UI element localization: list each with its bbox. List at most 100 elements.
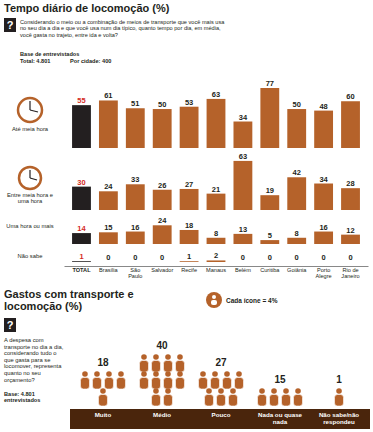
bar [99, 100, 118, 148]
person-body [116, 378, 125, 390]
person-icon [211, 371, 220, 389]
x-tick: PortoAlegre [316, 267, 332, 279]
person-body [175, 361, 184, 373]
x-tick-label: Rio deJaneiro [341, 267, 359, 279]
data-label: 21 [212, 185, 220, 194]
data-label: 63 [239, 152, 247, 161]
person-icon [151, 388, 160, 406]
data-label: 0 [241, 253, 245, 262]
x-tick-label: SãoPaulo [128, 267, 142, 279]
icons [80, 354, 343, 406]
title: Tempo diário de locomoção (%) [4, 2, 170, 14]
data-label: 34 [319, 175, 328, 184]
bar [72, 105, 91, 148]
bar [207, 99, 226, 148]
person-icon [116, 371, 125, 389]
person-body [80, 378, 89, 390]
data-label: 19 [266, 186, 274, 195]
legend: Cada ícone = 4% [206, 292, 278, 308]
base-total: Total: 4.801 [20, 58, 50, 64]
bar [341, 235, 360, 244]
person-head [82, 371, 88, 377]
data-label: 15 [274, 374, 286, 385]
x-tick: Recife [181, 267, 197, 273]
person-icon [92, 371, 101, 389]
row-label: Uma hora ou mais [6, 223, 53, 229]
data-label: 55 [77, 96, 85, 105]
row-label: Entre meia hora euma hora [7, 192, 53, 204]
data-label: 0 [295, 253, 299, 262]
x-tick: Rio deJaneiro [341, 267, 359, 279]
person-body [151, 378, 160, 390]
category-label: Não sabe/nãorespondeu [319, 411, 359, 425]
person-head [295, 388, 301, 394]
row-label: Até meia hora [12, 126, 49, 132]
person-head [153, 371, 159, 377]
bar [287, 177, 306, 210]
data-labels: 184027151 [97, 340, 342, 385]
data-label: 18 [97, 357, 109, 368]
person-icon [163, 388, 172, 406]
data-label: 50 [293, 100, 301, 109]
person-body [98, 395, 107, 407]
bar [207, 238, 226, 244]
data-label: 33 [131, 175, 139, 184]
data-label: 8 [214, 229, 218, 238]
clock-icon [19, 167, 41, 189]
person-body [235, 378, 244, 390]
data-label: 48 [319, 102, 327, 111]
legend-badge [212, 295, 216, 299]
row-labels: Até meia hora Entre meia hora euma hora Um… [6, 98, 53, 259]
person-head [212, 371, 218, 377]
person-body [175, 378, 184, 390]
person-icon [258, 388, 267, 406]
data-label: 2 [214, 251, 218, 260]
person-head [153, 354, 159, 360]
data-label: 26 [158, 181, 166, 190]
bar [233, 234, 252, 244]
category-label: Nada ou quasenada [258, 411, 303, 425]
person-body [217, 395, 226, 407]
person-body [139, 361, 148, 373]
data-label: 27 [185, 180, 193, 189]
legend-badge [211, 300, 217, 305]
person-body [163, 395, 172, 407]
person-icon [175, 371, 184, 389]
person-body [151, 361, 160, 373]
x-tick: Brasília [99, 267, 119, 273]
x-tick: Goiânia [287, 267, 307, 273]
person-icon [175, 354, 184, 372]
person-body [92, 378, 101, 390]
person-head [153, 388, 159, 394]
bar [341, 101, 360, 148]
data-label: 50 [158, 100, 166, 109]
x-tick: TOTAL [72, 267, 91, 273]
data-label: 63 [212, 90, 220, 99]
category-label: Pouco [212, 411, 231, 418]
bar [126, 108, 145, 148]
person-body [163, 378, 172, 390]
person-head [141, 354, 147, 360]
person-head [165, 371, 171, 377]
data-label: 8 [295, 229, 299, 238]
bar [180, 230, 199, 244]
data-label: 15 [104, 223, 112, 232]
person-icon [104, 371, 113, 389]
person-body [211, 378, 220, 390]
data-label: 40 [156, 340, 168, 351]
data-label: 1 [336, 374, 342, 385]
person-icon [98, 388, 107, 406]
person-head [177, 371, 183, 377]
person-body [104, 378, 113, 390]
x-tick-label: Manaus [206, 267, 226, 273]
bar [260, 88, 279, 148]
question-icon [4, 318, 16, 332]
legend-badge [206, 292, 222, 308]
x-tick-label: Brasília [99, 267, 119, 273]
data-label: 34 [239, 113, 248, 122]
data-label: 12 [346, 226, 354, 235]
person-body [205, 395, 214, 407]
clock-icon [30, 178, 37, 180]
person-head [106, 371, 112, 377]
row-label: Não sabe [18, 253, 43, 259]
